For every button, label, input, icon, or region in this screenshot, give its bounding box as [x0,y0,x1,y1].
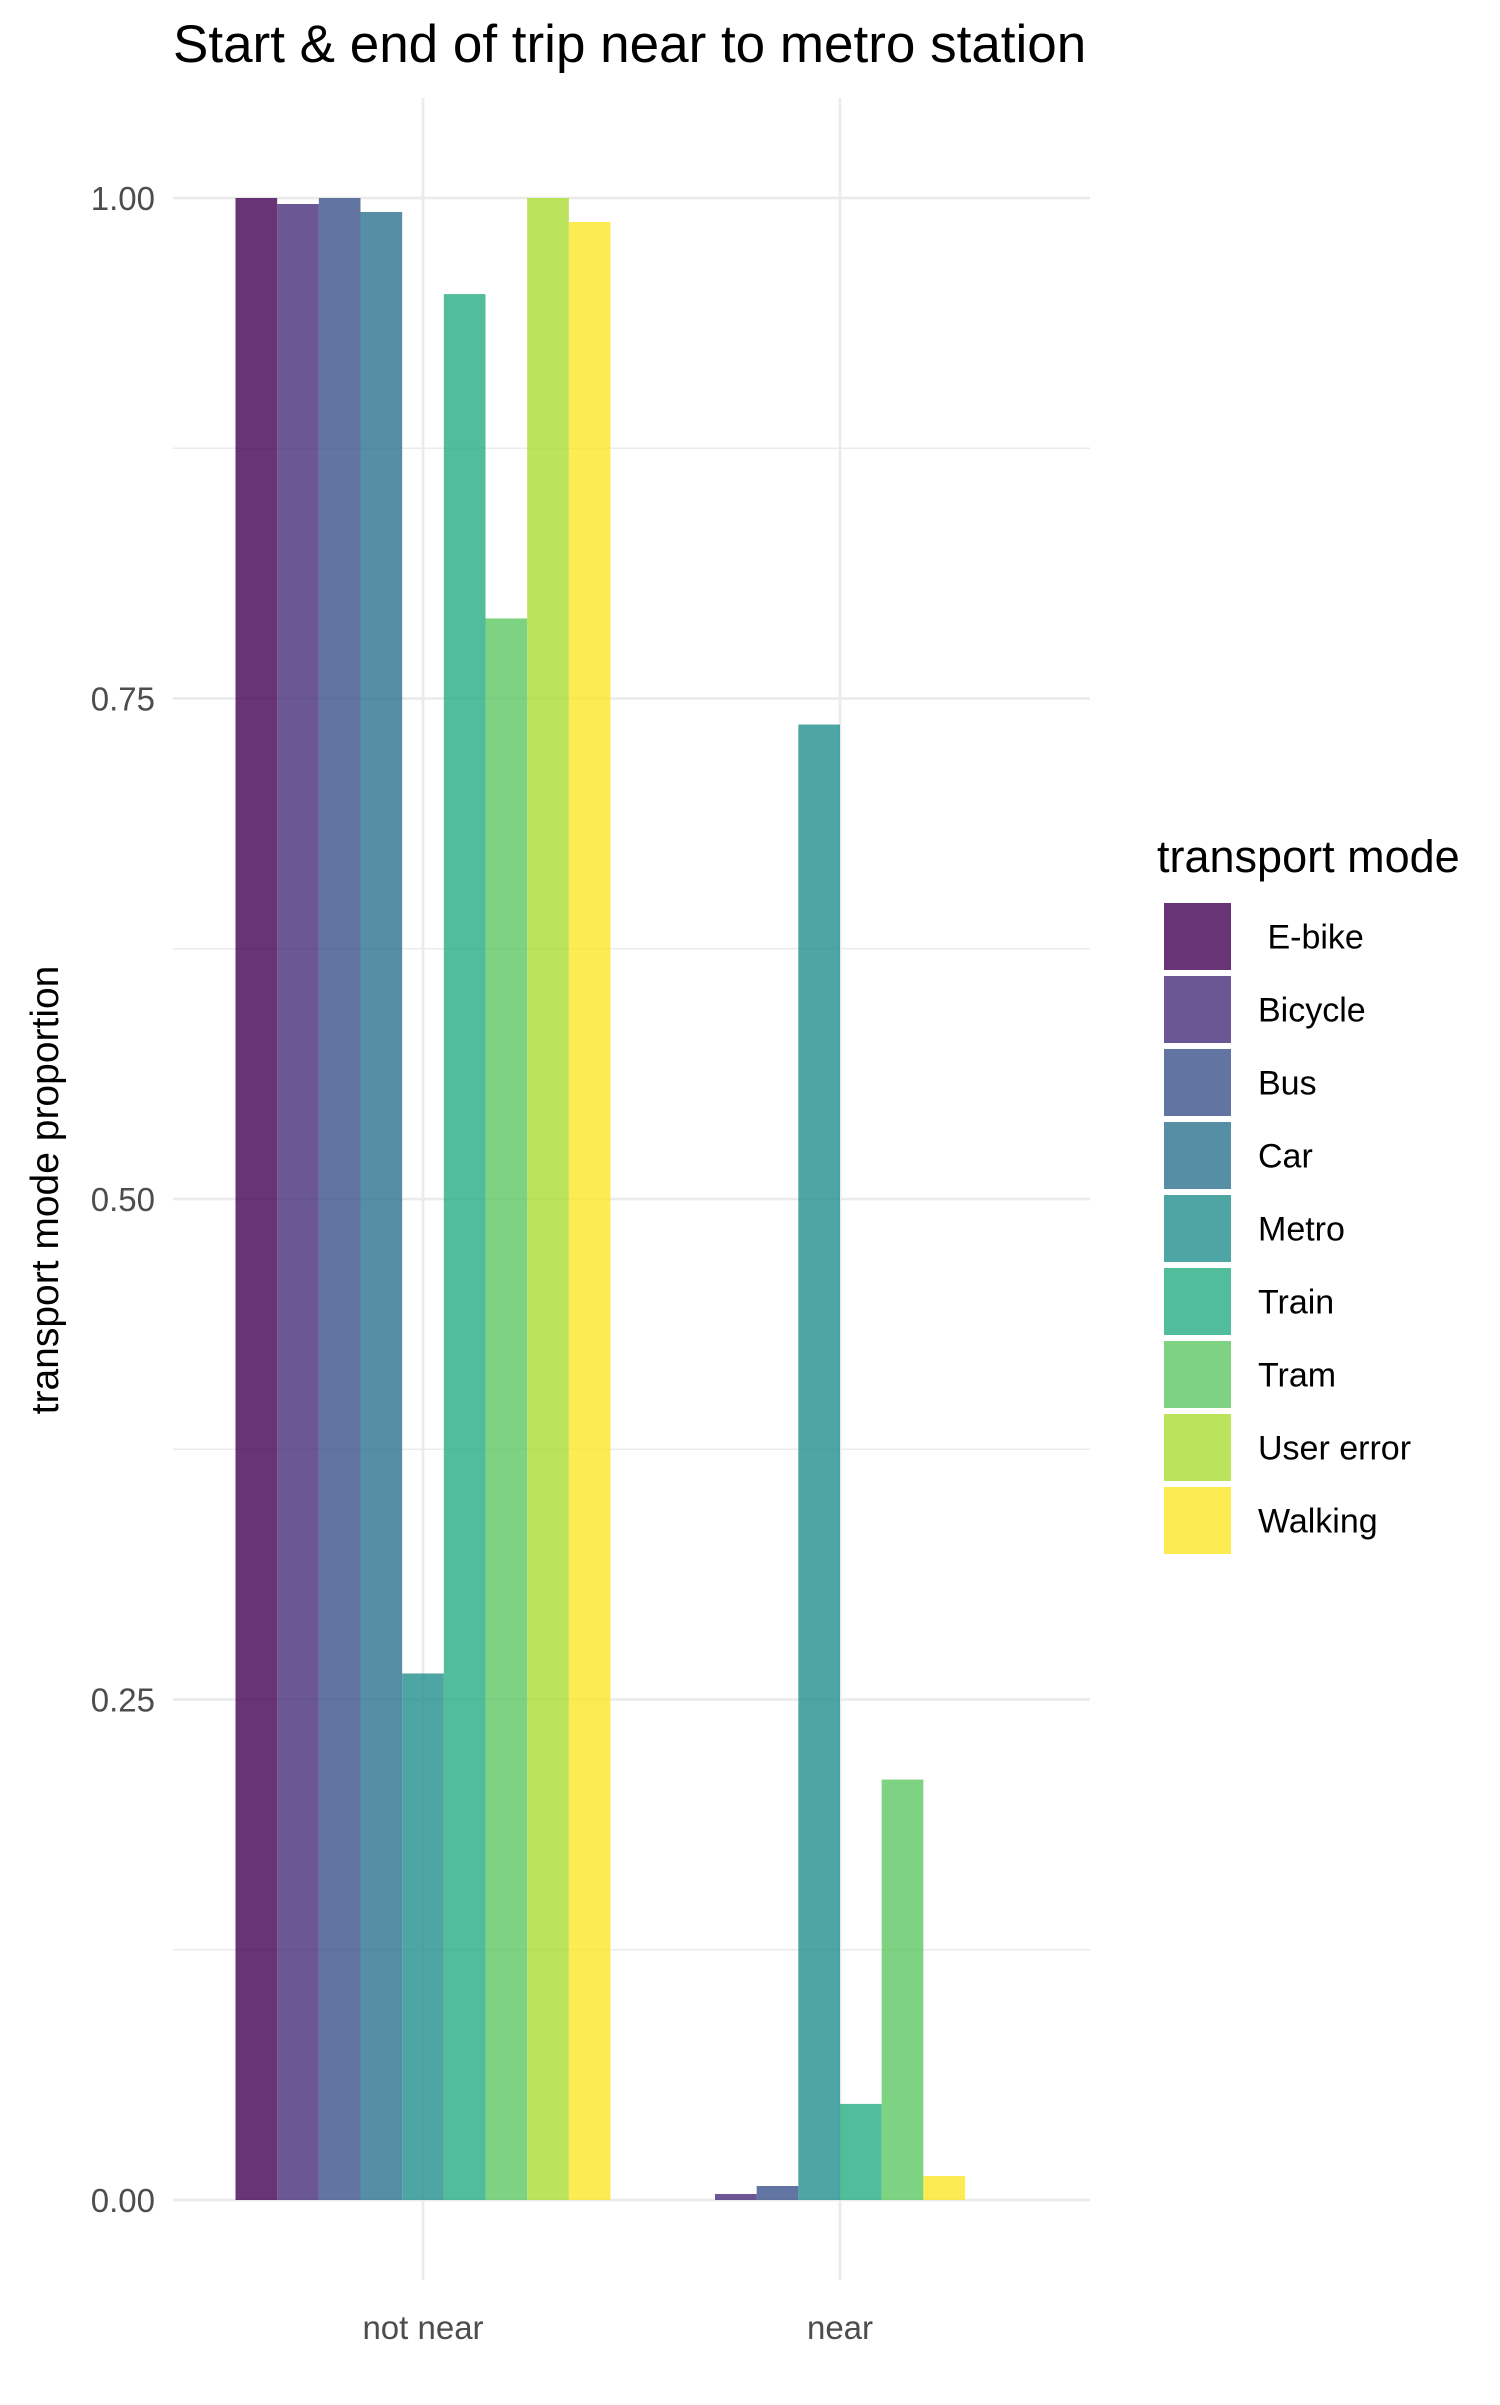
legend-items: E-bike Bicycle Bus Car Metro Train Tram User er… [1164,903,1411,1554]
legend-key-user-error [1164,1414,1231,1481]
bar-car-not-near [360,212,403,2200]
legend-label: Metro [1258,1211,1345,1249]
y-tick-label: 0.00 [91,2182,155,2219]
legend-label: Tram [1258,1357,1336,1395]
bar-metro-not-near [402,1673,444,2200]
legend-key-train [1164,1268,1231,1335]
legend-key-bus [1164,1049,1231,1116]
legend-key-tram [1164,1341,1231,1408]
bar-walking-not-near [568,222,611,2200]
bar-train-not-near [443,294,486,2201]
y-tick-label: 0.25 [91,1682,155,1719]
legend-label: Car [1258,1138,1313,1176]
legend-label: Train [1258,1284,1334,1322]
bar-tram-near [881,1779,924,2200]
bar-bicycle-near [715,2193,757,2200]
legend-label: Bicycle [1258,992,1366,1030]
legend-label: Bus [1258,1065,1317,1103]
bar-tram-not-near [485,618,528,2201]
y-tick-label: 1.00 [91,180,155,217]
legend-key-bicycle [1164,976,1231,1043]
tick-labels: 0.00 0.25 0.50 0.75 1.00 not near near [91,180,873,2346]
legend: transport mode E-bike Bicycle Bus Car Metro T… [1157,831,1460,1554]
chart-title: Start & end of trip near to metro statio… [173,15,1086,74]
legend-label: User error [1258,1430,1411,1468]
legend-key-e-bike [1164,903,1231,970]
y-axis-label: transport mode proportion [24,966,67,1415]
legend-key-car [1164,1122,1231,1189]
bar-train-near [840,2103,882,2200]
bar-bus-near [756,2185,799,2200]
y-tick-label: 0.50 [91,1181,155,1218]
legend-label: Walking [1258,1503,1378,1541]
bar-e-bike-not-near [235,198,278,2200]
bar-user-error-not-near [527,198,569,2200]
bar-bicycle-not-near [277,204,319,2200]
bar-metro-near [798,724,840,2200]
bar-bus-not-near [318,198,361,2200]
x-tick-label: near [807,2309,873,2346]
bars [235,198,965,2201]
legend-key-metro [1164,1195,1231,1262]
y-tick-label: 0.75 [91,681,155,718]
bar-walking-near [923,2175,965,2200]
x-tick-label: not near [362,2309,483,2346]
legend-label: E-bike [1258,919,1364,957]
legend-key-walking [1164,1487,1231,1554]
legend-title: transport mode [1157,831,1460,882]
